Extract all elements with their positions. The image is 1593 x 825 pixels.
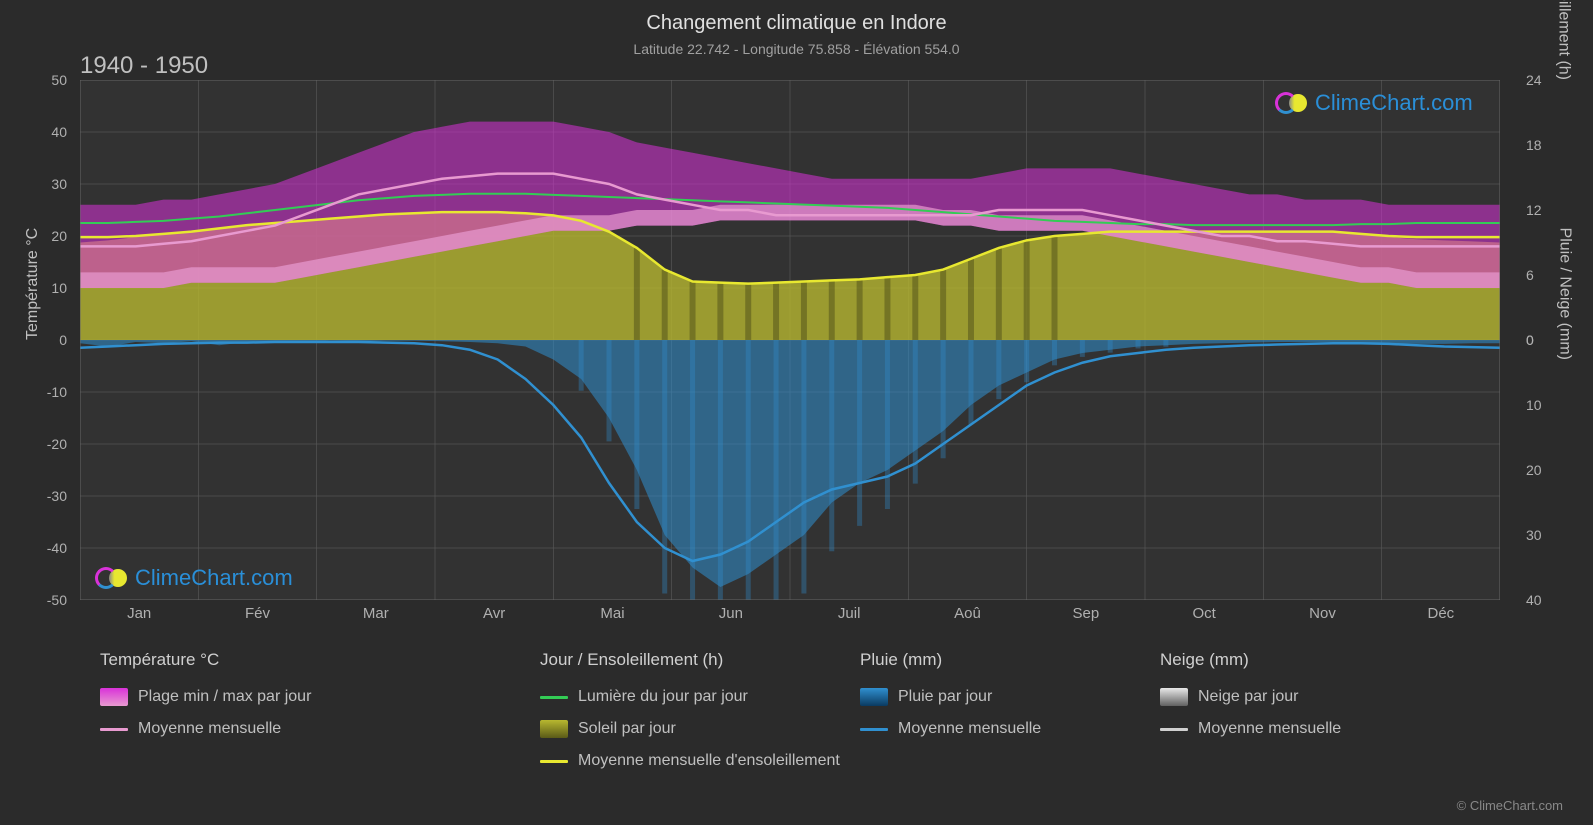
legend-col-rain: Pluie (mm) Pluie par jour Moyenne mensue… [860, 650, 1160, 770]
swatch-snow-grad [1160, 688, 1188, 706]
legend-title-daylight: Jour / Ensoleillement (h) [540, 650, 860, 670]
swatch-sun-line [540, 760, 568, 763]
plot-area [80, 80, 1500, 600]
legend-item-snow-mean: Moyenne mensuelle [1160, 720, 1460, 738]
brand-logo-top: ClimeChart.com [1275, 90, 1473, 116]
legend-item-temp-mean: Moyenne mensuelle [100, 720, 540, 738]
chart-subtitle: Latitude 22.742 - Longitude 75.858 - Élé… [0, 35, 1593, 57]
y-axis-right-ticks: 24181260010203040 [1518, 80, 1588, 600]
legend-item-daylight: Lumière du jour par jour [540, 688, 860, 706]
swatch-daylight-line [540, 696, 568, 699]
brand-text: ClimeChart.com [1315, 90, 1473, 116]
legend: Température °C Plage min / max par jour … [100, 650, 1500, 770]
swatch-rain-line [860, 728, 888, 731]
y-axis-right-label-top: Jour / Ensoleillement (h) [1555, 0, 1573, 80]
legend-item-sun-area: Soleil par jour [540, 720, 860, 738]
swatch-temp-grad [100, 688, 128, 706]
legend-title-temp: Température °C [100, 650, 540, 670]
legend-title-snow: Neige (mm) [1160, 650, 1460, 670]
period-label: 1940 - 1950 [80, 52, 208, 80]
swatch-temp-line [100, 728, 128, 731]
y-axis-left-ticks: 50403020100-10-20-30-40-50 [5, 80, 75, 600]
legend-col-snow: Neige (mm) Neige par jour Moyenne mensue… [1160, 650, 1460, 770]
swatch-rain-grad [860, 688, 888, 706]
legend-item-snow-daily: Neige par jour [1160, 688, 1460, 706]
copyright-text: © ClimeChart.com [1457, 798, 1563, 813]
chart-title: Changement climatique en Indore [0, 0, 1593, 35]
legend-item-rain-daily: Pluie par jour [860, 688, 1160, 706]
legend-col-daylight: Jour / Ensoleillement (h) Lumière du jou… [540, 650, 860, 770]
swatch-snow-line [1160, 728, 1188, 731]
brand-icon [95, 565, 129, 591]
swatch-sun-grad [540, 720, 568, 738]
legend-title-rain: Pluie (mm) [860, 650, 1160, 670]
chart-container: Changement climatique en Indore Latitude… [0, 0, 1593, 825]
brand-text: ClimeChart.com [135, 565, 293, 591]
x-axis-ticks: JanFévMarAvrMaiJunJuilAoûSepOctNovDéc [80, 605, 1500, 635]
legend-item-sun-mean: Moyenne mensuelle d'ensoleillement [540, 752, 860, 770]
legend-col-temp: Température °C Plage min / max par jour … [100, 650, 540, 770]
chart-svg [80, 80, 1500, 600]
brand-icon [1275, 90, 1309, 116]
brand-logo-bottom: ClimeChart.com [95, 565, 293, 591]
legend-item-rain-mean: Moyenne mensuelle [860, 720, 1160, 738]
legend-item-temp-range: Plage min / max par jour [100, 688, 540, 706]
